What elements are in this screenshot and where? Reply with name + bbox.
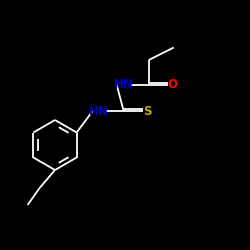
Text: HN: HN	[114, 78, 134, 92]
Text: O: O	[168, 78, 177, 92]
Text: S: S	[143, 105, 152, 118]
Text: HN: HN	[89, 105, 109, 118]
